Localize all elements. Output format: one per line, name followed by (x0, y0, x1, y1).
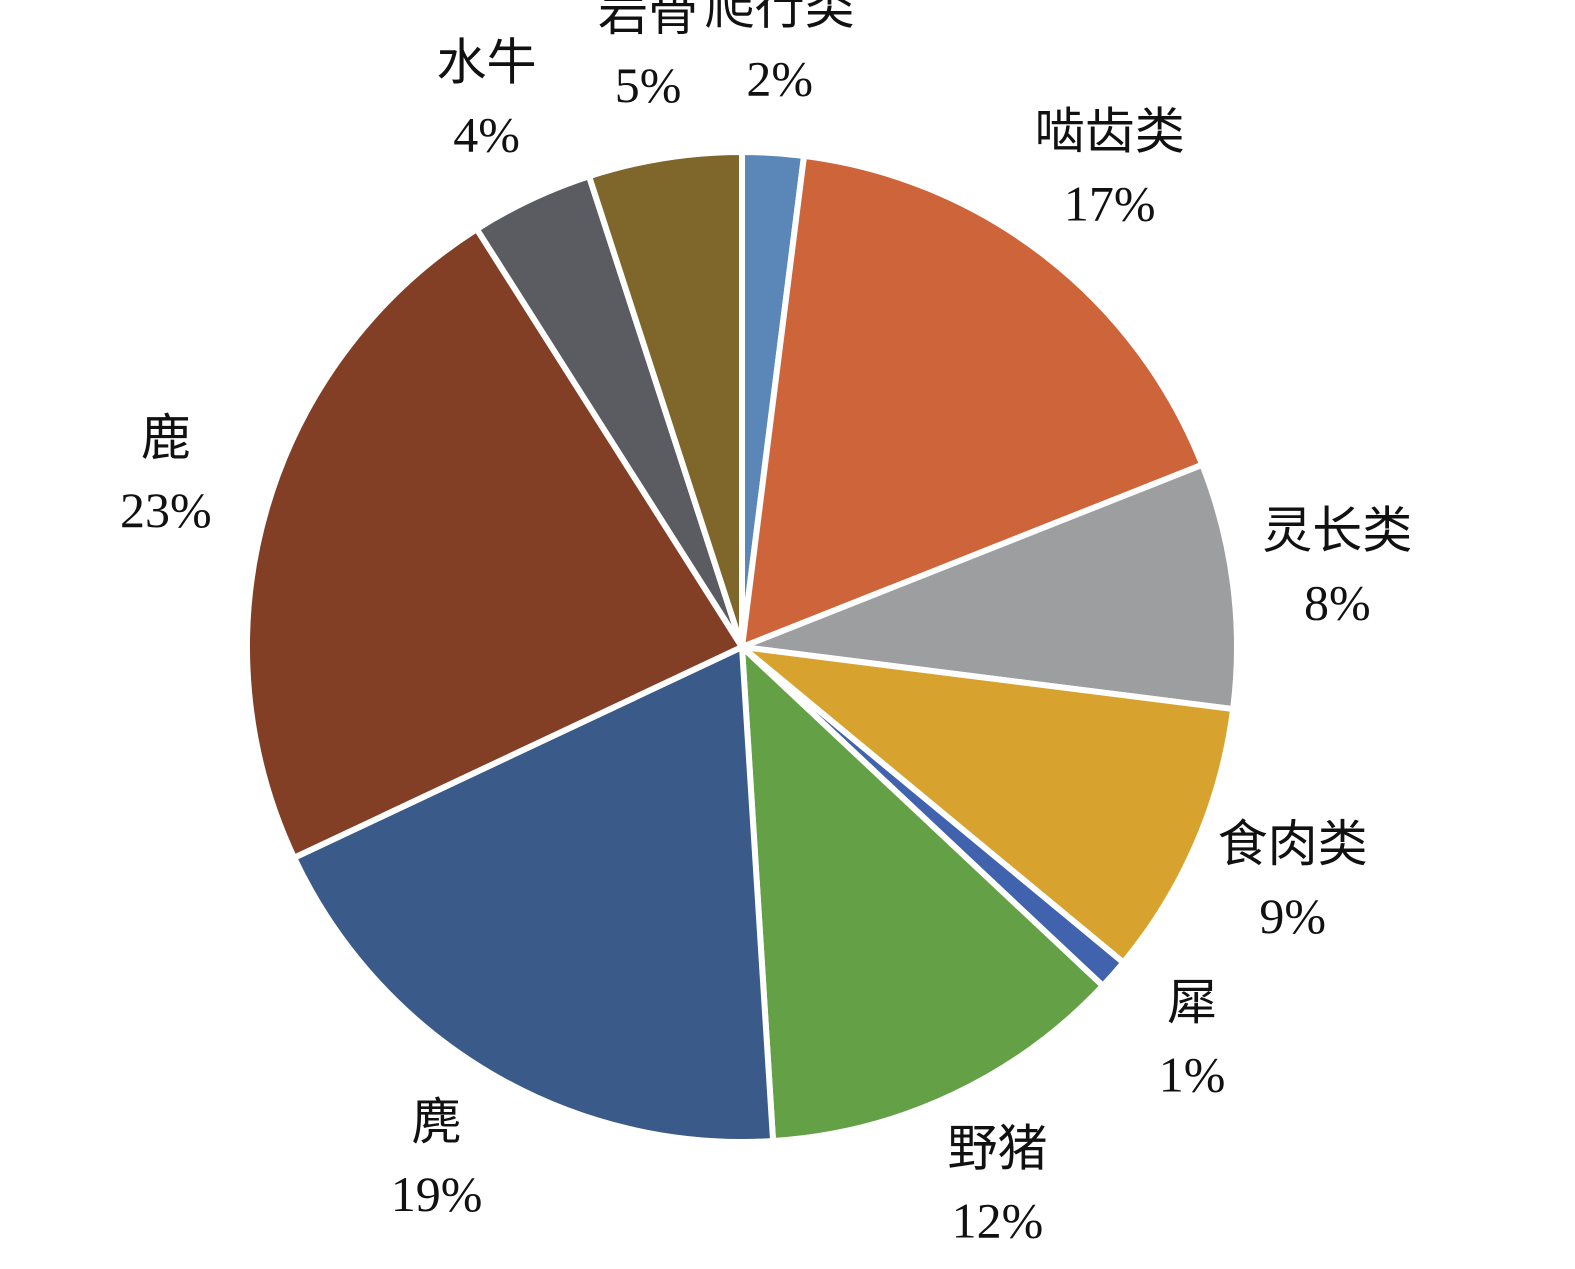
slice-value-label: 1% (1159, 1046, 1226, 1102)
slice-label: 麂 (412, 1094, 462, 1150)
pie-slice (732, 642, 1237, 967)
slice-value-label: 23% (120, 482, 212, 538)
slice-label: 犀 (1167, 974, 1217, 1030)
slice-label: 灵长类 (1262, 502, 1412, 558)
slice-value-label: 4% (453, 107, 520, 163)
slice-label: 食肉类 (1218, 816, 1368, 872)
pie-slice (585, 148, 745, 648)
slice-value-label: 5% (615, 57, 682, 113)
slice-label: 水牛 (437, 35, 537, 91)
pie-slice (740, 460, 1240, 713)
slice-label: 爬行类 (705, 0, 855, 35)
slice-value-label: 8% (1304, 574, 1371, 630)
slice-value-label: 9% (1259, 888, 1326, 944)
pie-slice (290, 642, 777, 1145)
slice-label: 啮齿类 (1035, 103, 1185, 159)
pie-slice (738, 152, 1207, 652)
slice-value-label: 19% (391, 1166, 483, 1222)
pie-slice (738, 639, 1108, 1145)
slice-value-label: 12% (952, 1192, 1044, 1248)
slice-label: 岩骨 (598, 0, 698, 41)
slice-label: 野猪 (947, 1120, 1047, 1176)
slice-value-label: 2% (746, 51, 813, 107)
slice-value-label: 17% (1064, 175, 1156, 231)
pie-slice (244, 224, 747, 862)
slice-label: 鹿 (141, 410, 191, 466)
